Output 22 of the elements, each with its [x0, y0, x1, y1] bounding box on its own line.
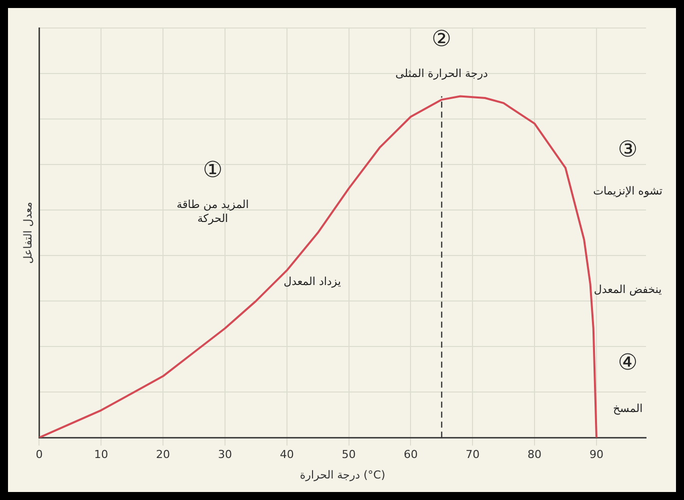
x-tick-label: 70 [466, 448, 480, 462]
annotation: ④ [618, 350, 638, 376]
ref-line-label: درجة الحرارة المثلى [395, 67, 488, 80]
annotation: يزداد المعدل [284, 274, 341, 288]
annotation: ① [202, 158, 223, 184]
annotation: ③ [618, 138, 638, 163]
x-tick-label: 20 [156, 448, 170, 462]
x-tick-label: 80 [528, 448, 542, 462]
x-tick-label: 30 [218, 448, 232, 462]
annotation: المسخ [612, 402, 643, 415]
x-axis-title: درجة الحرارة (°C) [300, 468, 386, 482]
x-tick-label: 10 [94, 448, 108, 462]
annotation: المزيد من طاقة الحركة [176, 198, 249, 226]
annotation: ينخفض المعدل [594, 283, 662, 296]
x-tick-label: 40 [280, 448, 294, 462]
x-tick-label: 90 [589, 448, 604, 462]
x-tick-label: 0 [36, 448, 43, 462]
x-tick-label: 60 [404, 448, 418, 462]
annotation: تشوه الإنزيمات [593, 184, 662, 198]
text: ② [432, 27, 452, 52]
x-tick-label: 50 [342, 448, 356, 462]
y-axis-title: معدل التفاعل [21, 202, 34, 264]
